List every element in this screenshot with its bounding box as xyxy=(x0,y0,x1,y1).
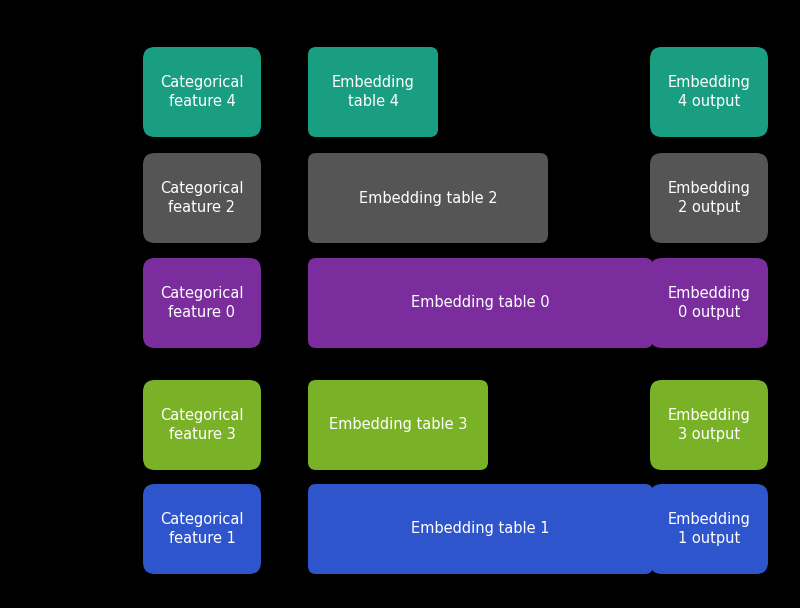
FancyBboxPatch shape xyxy=(650,484,768,574)
FancyBboxPatch shape xyxy=(143,47,261,137)
FancyBboxPatch shape xyxy=(308,47,438,137)
FancyBboxPatch shape xyxy=(143,380,261,470)
Text: Categorical
feature 4: Categorical feature 4 xyxy=(160,75,244,109)
Text: Embedding
table 4: Embedding table 4 xyxy=(331,75,414,109)
Text: Embedding
3 output: Embedding 3 output xyxy=(667,407,750,443)
FancyBboxPatch shape xyxy=(143,258,261,348)
FancyBboxPatch shape xyxy=(650,47,768,137)
FancyBboxPatch shape xyxy=(308,153,548,243)
FancyBboxPatch shape xyxy=(143,153,261,243)
Text: Categorical
feature 3: Categorical feature 3 xyxy=(160,407,244,443)
Text: Embedding table 2: Embedding table 2 xyxy=(358,190,498,206)
FancyBboxPatch shape xyxy=(650,153,768,243)
Text: Embedding
4 output: Embedding 4 output xyxy=(667,75,750,109)
FancyBboxPatch shape xyxy=(143,484,261,574)
FancyBboxPatch shape xyxy=(650,380,768,470)
Text: Categorical
feature 0: Categorical feature 0 xyxy=(160,286,244,320)
FancyBboxPatch shape xyxy=(650,258,768,348)
Text: Embedding table 3: Embedding table 3 xyxy=(329,418,467,432)
Text: Categorical
feature 2: Categorical feature 2 xyxy=(160,181,244,215)
Text: Embedding table 0: Embedding table 0 xyxy=(411,295,550,311)
FancyBboxPatch shape xyxy=(308,484,653,574)
FancyBboxPatch shape xyxy=(308,380,488,470)
Text: Embedding
2 output: Embedding 2 output xyxy=(667,181,750,215)
FancyBboxPatch shape xyxy=(308,258,653,348)
Text: Embedding
1 output: Embedding 1 output xyxy=(667,511,750,547)
Text: Categorical
feature 1: Categorical feature 1 xyxy=(160,511,244,547)
Text: Embedding table 1: Embedding table 1 xyxy=(411,522,550,536)
Text: Embedding
0 output: Embedding 0 output xyxy=(667,286,750,320)
